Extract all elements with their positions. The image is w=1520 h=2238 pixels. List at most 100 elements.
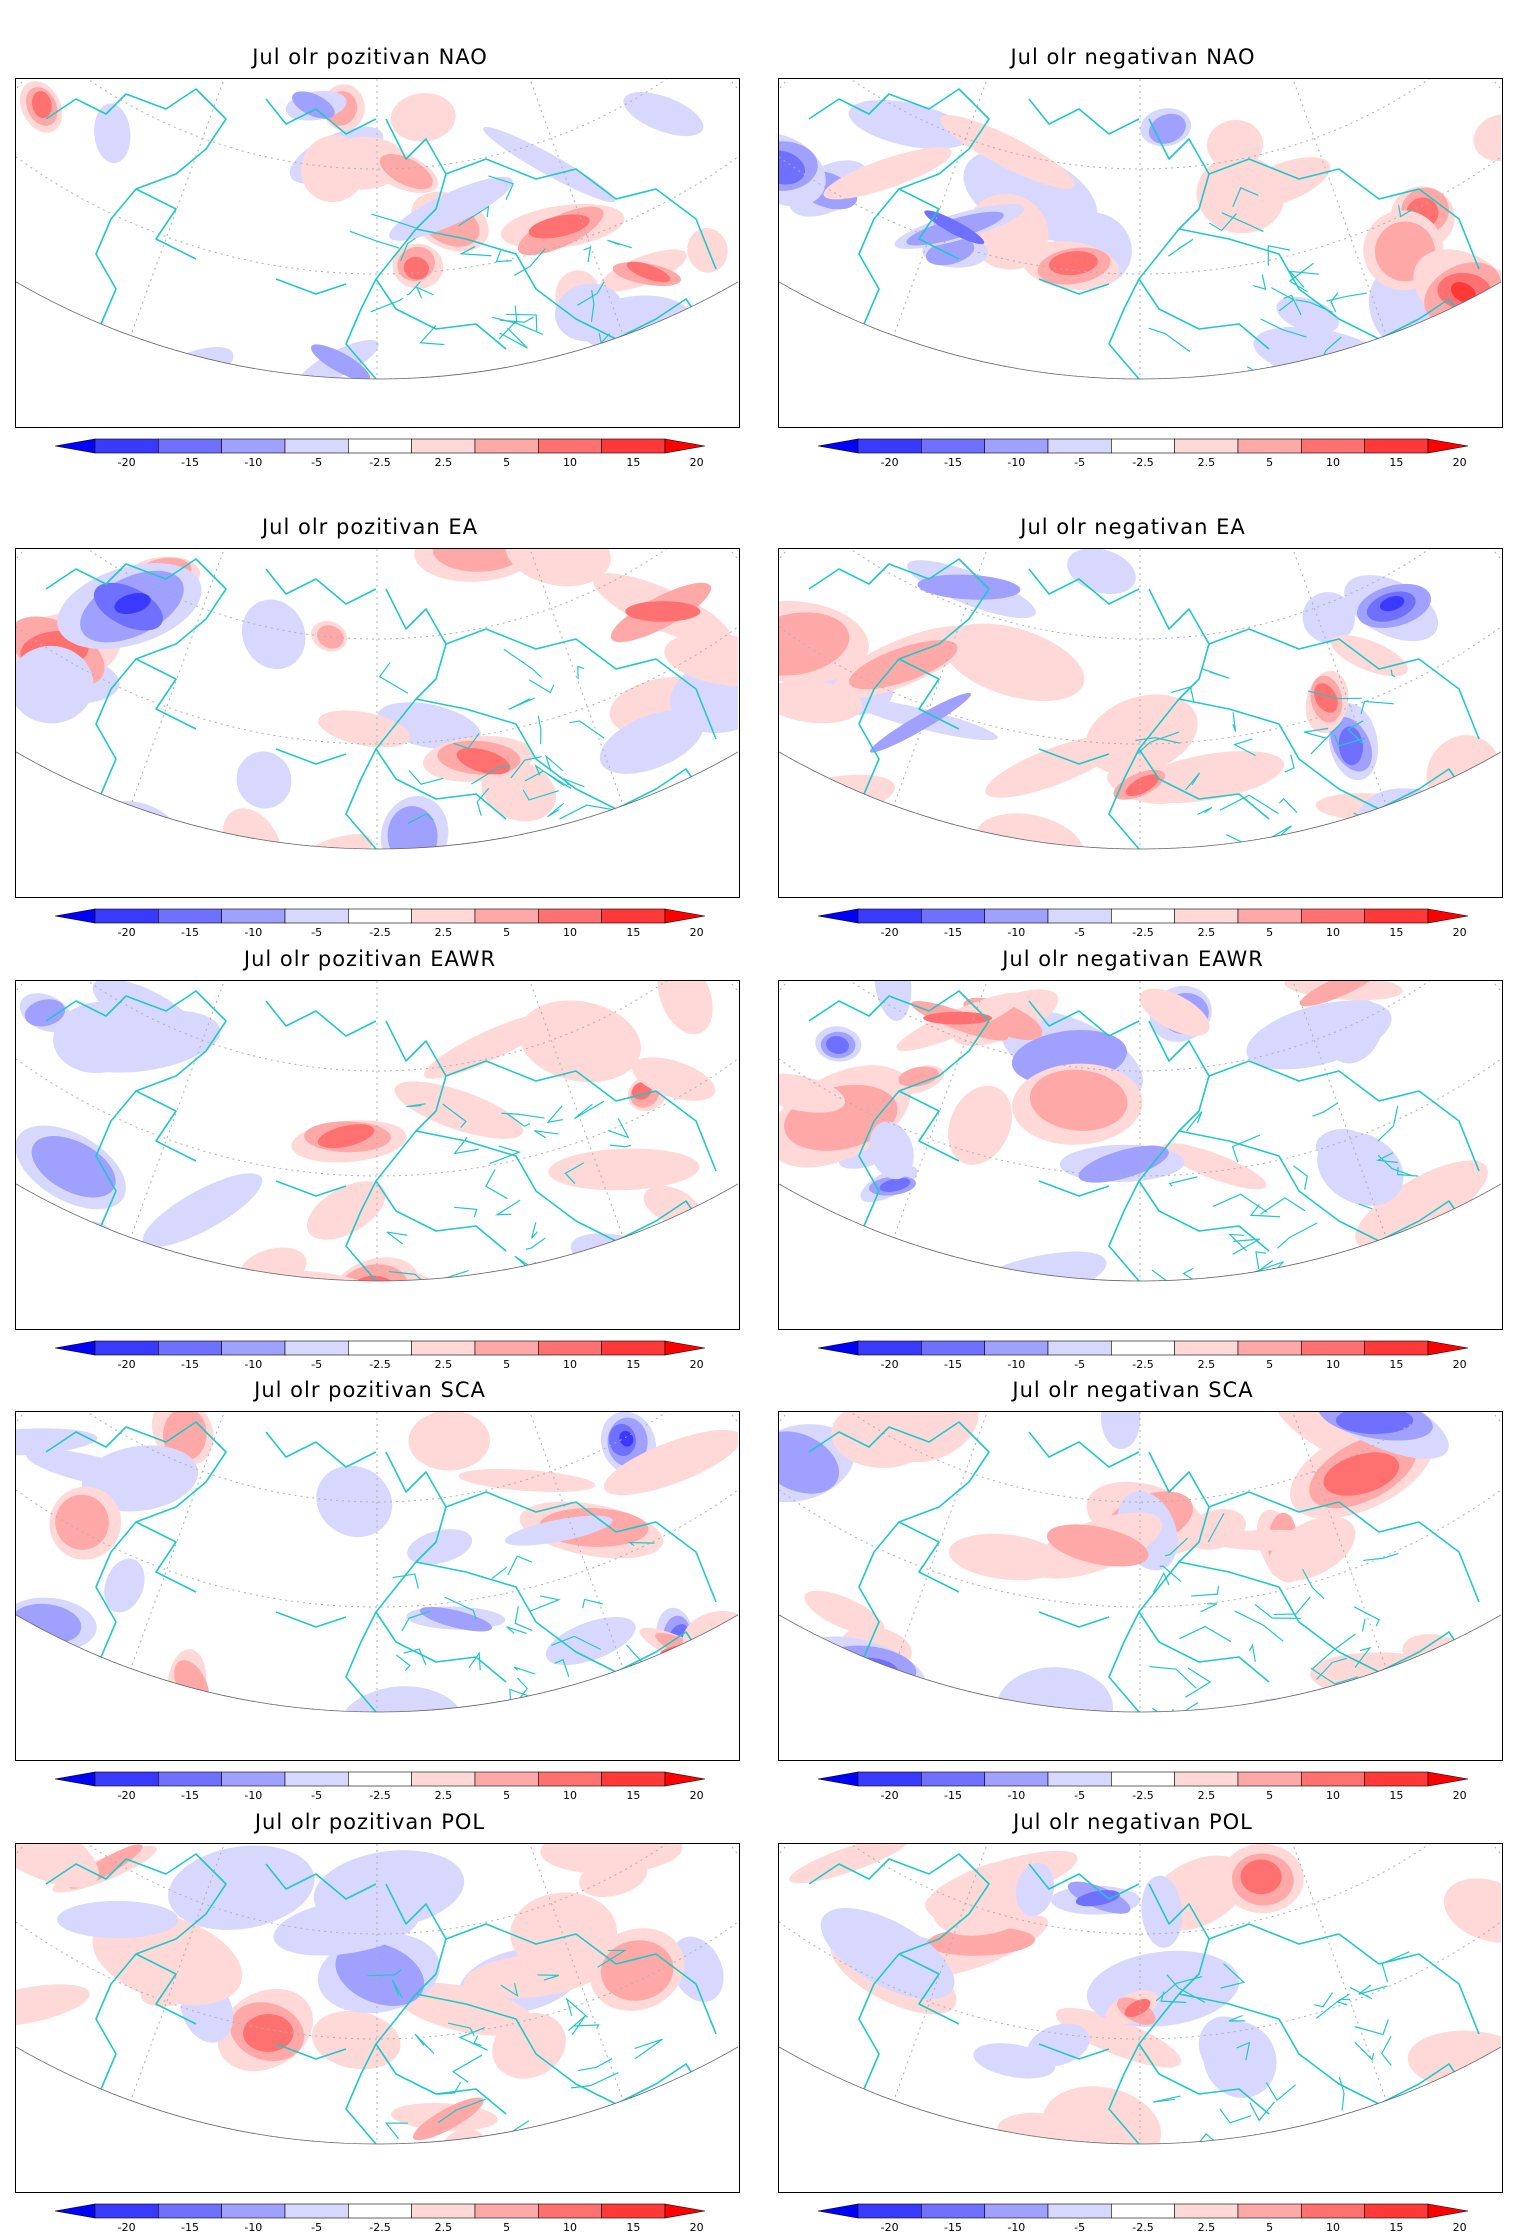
coastline — [1108, 118, 1250, 379]
colorbar-under-triangle — [817, 1771, 859, 1787]
country-border — [406, 1103, 426, 1108]
country-border — [1155, 1975, 1203, 2002]
colorbar-tick-label: 15 — [626, 2221, 640, 2234]
colorbar-box — [984, 1771, 1049, 1787]
colorbar-box — [538, 1340, 602, 1356]
country-border — [1354, 2019, 1389, 2036]
coastline — [1138, 278, 1270, 350]
coastline — [1178, 228, 1380, 340]
positive-anomaly-area — [85, 1268, 152, 1281]
positive-anomaly-area — [804, 1590, 885, 1636]
positive-anomaly-area — [603, 1429, 738, 1496]
map-domain — [16, 549, 738, 884]
country-border — [522, 789, 559, 801]
country-border — [392, 1573, 419, 1589]
coastline — [265, 1000, 377, 1037]
country-border — [444, 1596, 477, 1620]
country-border — [1148, 327, 1191, 353]
colorbar-tick-label: -5 — [1074, 1358, 1085, 1371]
country-border — [367, 1968, 402, 1977]
negative-anomaly-area — [1413, 1276, 1473, 1281]
longitude-line — [893, 549, 1141, 806]
colorbar-tick-label: -5 — [1074, 456, 1085, 469]
colorbar-tick-label: 15 — [626, 926, 640, 939]
coastline — [808, 558, 990, 795]
colorbar-box — [984, 1340, 1049, 1356]
map-domain — [779, 549, 1501, 849]
colorbar-box — [94, 1771, 159, 1787]
country-border — [1232, 712, 1237, 732]
country-border — [452, 2143, 500, 2144]
map-frame — [15, 1843, 740, 2193]
colorbar-tick-label: 15 — [626, 1358, 640, 1371]
map-domain — [16, 981, 738, 1308]
country-border — [574, 865, 598, 884]
colorbar-tick-label: 10 — [563, 456, 577, 469]
positive-anomaly-area — [940, 115, 1075, 189]
colorbar-tick-label: -10 — [1007, 2221, 1025, 2234]
country-border — [483, 1719, 504, 1748]
domain-edge — [16, 2046, 738, 2145]
colorbar-box — [221, 438, 286, 454]
country-border — [1288, 262, 1314, 293]
positive-anomaly-area — [16, 1844, 99, 1888]
colorbar-box — [474, 2203, 539, 2219]
coastline — [275, 2043, 347, 2060]
country-border — [525, 1237, 546, 1250]
colorbar-tick-label: -10 — [244, 456, 262, 469]
coastline — [265, 1431, 377, 1468]
positive-anomaly-area — [1407, 2030, 1501, 2092]
country-border — [407, 813, 434, 824]
positive-anomaly-area — [240, 1247, 307, 1281]
country-border — [627, 1541, 655, 1547]
colorbar-tick-label: 5 — [1266, 1358, 1273, 1371]
colorbar-box — [94, 1340, 159, 1356]
negative-anomaly-area — [917, 574, 1021, 600]
country-border — [559, 804, 615, 820]
negative-anomaly-area — [69, 1221, 118, 1266]
country-border — [1260, 1298, 1287, 1317]
coastline — [275, 1611, 347, 1628]
colorbar-tick-label: 10 — [1326, 926, 1340, 939]
colorbar-under-triangle — [54, 1340, 96, 1356]
country-border — [1232, 2141, 1248, 2144]
country-border — [485, 1169, 508, 1200]
map-domain — [779, 981, 1501, 1317]
country-border — [590, 290, 595, 322]
positive-anomaly-area — [505, 549, 611, 587]
colorbar-box — [1047, 1771, 1112, 1787]
colorbar-box — [984, 438, 1049, 454]
country-border — [453, 1137, 479, 1155]
colorbar-box — [538, 908, 602, 924]
negative-anomaly-area — [619, 1430, 634, 1447]
country-border — [551, 1635, 602, 1651]
positive-anomaly-area — [313, 1284, 398, 1308]
colorbar-tick-label: -10 — [1007, 1358, 1025, 1371]
positive-anomaly-area — [1314, 683, 1338, 713]
country-border — [473, 2035, 483, 2047]
coastline — [1108, 588, 1250, 849]
coastline — [1208, 1060, 1480, 1172]
coastline — [808, 1853, 990, 2090]
country-border — [388, 1270, 434, 1281]
domain-edge — [16, 281, 738, 380]
country-border — [1149, 1665, 1197, 1689]
domain-edge — [779, 1183, 1501, 1282]
country-border — [1338, 2077, 1345, 2111]
colorbar-tick-label: -2.5 — [1132, 456, 1153, 469]
longitude-line — [1139, 1844, 1387, 2101]
negative-anomaly-area — [81, 1445, 198, 1512]
coastline — [415, 228, 617, 340]
panel-title: Jul olr pozitivan EAWR — [243, 947, 497, 971]
coastline — [1178, 1993, 1380, 2105]
map-panel: Jul olr pozitivan POL -20 -15 -10 -5 -2.5 2.5 5… — [0, 1795, 740, 2234]
coastline — [1108, 1451, 1250, 1712]
negative-anomaly-area — [1315, 1128, 1366, 1161]
country-border — [507, 1555, 533, 1576]
negative-anomaly-area — [16, 1695, 78, 1712]
country-border — [1332, 846, 1357, 849]
colorbar-tick-label: 20 — [1453, 2221, 1467, 2234]
colorbar: -20 -15 -10 -5 -2.5 2.5 5 10 15 20 — [54, 903, 706, 939]
negative-anomaly-area — [1246, 1000, 1392, 1070]
colorbar-box — [921, 438, 985, 454]
